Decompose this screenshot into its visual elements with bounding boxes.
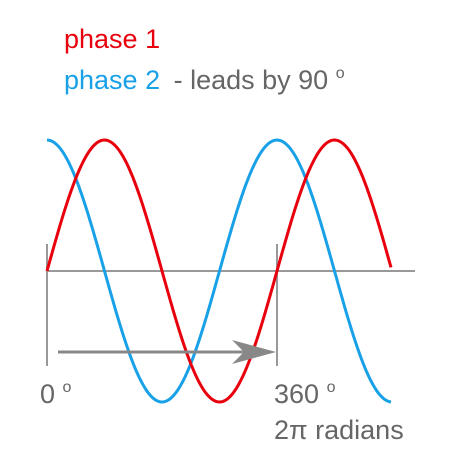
start-angle-label: 0 o — [40, 379, 72, 409]
legend-phase1-label: phase 1 — [64, 24, 160, 54]
legend-phase2-degree-sup: o — [336, 65, 345, 82]
legend-phase2-label: phase 2 — [64, 65, 160, 95]
end-angle-label: 360 o — [274, 379, 336, 409]
end-angle-value: 360 — [274, 379, 319, 409]
legend-phase2-line: phase 2 - leads by 90 o — [64, 65, 345, 95]
phase1-wave — [45, 138, 393, 404]
start-angle-sup: o — [63, 379, 72, 396]
period-arrow-head — [232, 340, 276, 364]
start-angle-value: 0 — [40, 379, 55, 409]
end-radians-label: 2π radians — [274, 415, 404, 445]
phase2-wave — [46, 138, 392, 404]
legend-phase2-note: - leads by 90 — [174, 65, 329, 95]
end-angle-sup: o — [327, 379, 336, 396]
